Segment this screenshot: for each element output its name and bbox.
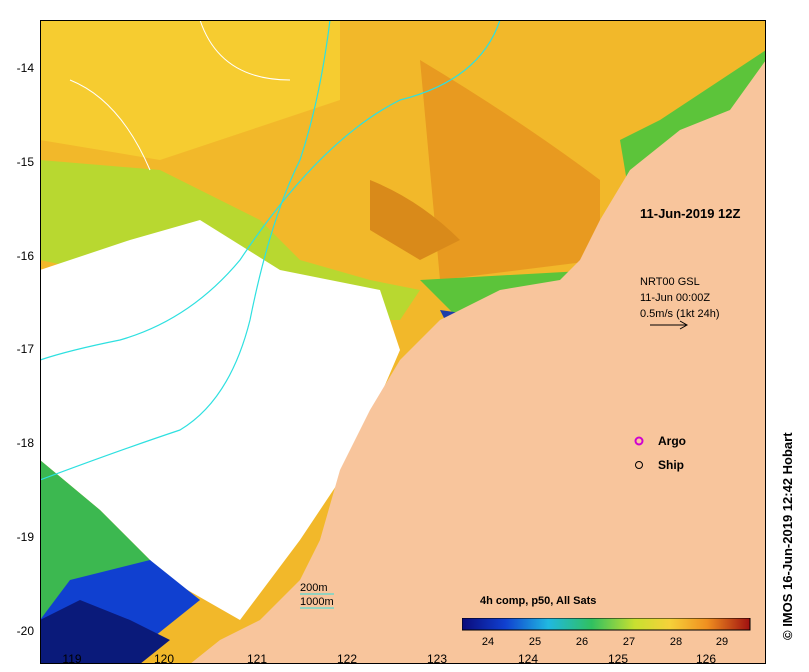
y-tick-label: -20 [16, 624, 34, 638]
x-tick-label: 119 [62, 652, 82, 666]
y-tick-label: -15 [16, 155, 34, 169]
y-tick-label: -17 [16, 342, 34, 356]
colorbar-tick: 26 [575, 636, 589, 648]
colorbar-tick: 25 [528, 636, 542, 648]
colorbar-tick: 24 [481, 636, 495, 648]
imos-credit: © IMOS 16-Jun-2019 12:42 Hobart [780, 432, 795, 640]
no-data-cloud [40, 220, 400, 620]
y-tick-label: -18 [16, 436, 34, 450]
ship-icon [635, 461, 643, 469]
x-tick-label: 122 [336, 652, 358, 666]
land-area [190, 60, 766, 664]
x-tick-label: 121 [246, 652, 268, 666]
ship-label: Ship [658, 458, 684, 472]
current-legend-line3: 0.5m/s (1kt 24h) [640, 308, 720, 320]
depth-legend-lines [300, 593, 334, 609]
x-tick-label: 120 [153, 652, 175, 666]
current-legend-line2: 11-Jun 00:00Z [640, 292, 711, 304]
x-tick-label: 125 [607, 652, 629, 666]
warm-patch [370, 180, 460, 260]
contour-white-2 [69, 79, 151, 171]
map-frame [40, 20, 766, 664]
map-border [40, 20, 766, 664]
contour-200m [40, 20, 501, 361]
current-scale-arrow [650, 320, 689, 330]
colorbar-tick: 28 [669, 636, 683, 648]
depth-1000m-label: 1000m [300, 596, 334, 608]
sea-yellow-area [40, 20, 340, 160]
contour-1000m [40, 20, 331, 481]
contour-white-1 [199, 20, 291, 81]
map-title: 11-Jun-2019 12Z [640, 206, 741, 221]
depth-200m-label: 200m [300, 582, 328, 594]
y-tick-label: -19 [16, 530, 34, 544]
y-tick-label: -14 [16, 61, 34, 75]
y-tick-label: -16 [16, 249, 34, 263]
x-tick-label: 126 [695, 652, 717, 666]
argo-label: Argo [658, 434, 686, 448]
warm-core [420, 60, 600, 280]
colorbar-title: 4h comp, p50, All Sats [480, 595, 597, 607]
colorbar-tick: 29 [715, 636, 729, 648]
current-legend-line1: NRT00 GSL [640, 276, 700, 288]
x-tick-label: 124 [517, 652, 539, 666]
sea-cold-south [40, 600, 170, 664]
colorbar-tick: 27 [622, 636, 636, 648]
x-tick-label: 123 [426, 652, 448, 666]
sst-map [40, 20, 766, 664]
argo-icon [634, 436, 644, 446]
colorbar [462, 618, 751, 631]
